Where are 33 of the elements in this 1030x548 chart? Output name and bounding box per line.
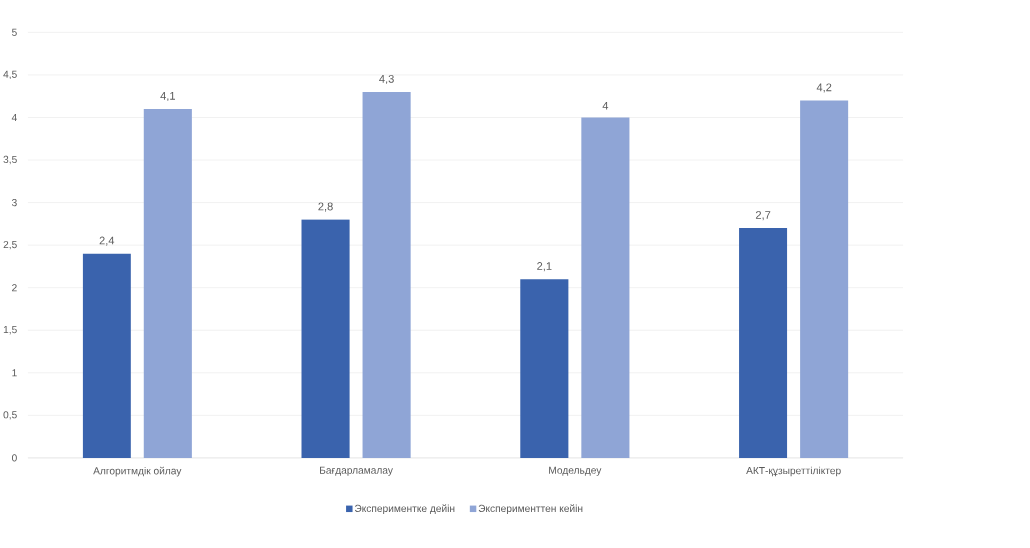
- bar: [739, 228, 788, 459]
- bar: [301, 219, 350, 459]
- legend-label: Эксперименттен кейін: [478, 504, 583, 515]
- y-tick-label: 2,5: [3, 241, 17, 250]
- data-label: 4,1: [160, 92, 175, 102]
- bar: [362, 92, 411, 459]
- bar: [800, 100, 849, 459]
- y-tick-label: 1,5: [3, 326, 17, 335]
- x-tick-label: АКТ-құзыреттіліктер: [746, 466, 841, 477]
- y-tick-label: 1: [12, 369, 17, 377]
- x-tick-label: Модельдеу: [549, 466, 602, 476]
- bar: [143, 109, 192, 459]
- y-tick-label: 0,5: [3, 411, 17, 420]
- bar: [581, 117, 630, 459]
- y-tick-label: 4: [11, 114, 17, 122]
- y-tick-label: 0: [11, 454, 17, 462]
- y-tick-label: 2: [12, 284, 17, 292]
- y-tick-label: 3: [11, 199, 17, 207]
- data-label: 2,1: [537, 262, 552, 272]
- legend-label: Экспериментке дейін: [354, 504, 455, 515]
- data-label: 2,7: [755, 211, 771, 221]
- y-tick-label: 5: [11, 29, 17, 37]
- x-tick-label: Алгоритмдік ойлау: [93, 466, 182, 477]
- bar: [520, 279, 569, 459]
- data-label: 4,2: [816, 83, 832, 93]
- data-label: 2,8: [318, 202, 333, 212]
- y-tick-label: 3,5: [3, 156, 17, 165]
- data-label: 4: [602, 102, 609, 110]
- data-label: 2,4: [99, 236, 115, 246]
- data-label: 4,3: [379, 75, 394, 85]
- x-tick-label: Бағдарламалау: [320, 466, 393, 476]
- bar: [82, 253, 131, 459]
- y-tick-label: 4,5: [3, 70, 17, 80]
